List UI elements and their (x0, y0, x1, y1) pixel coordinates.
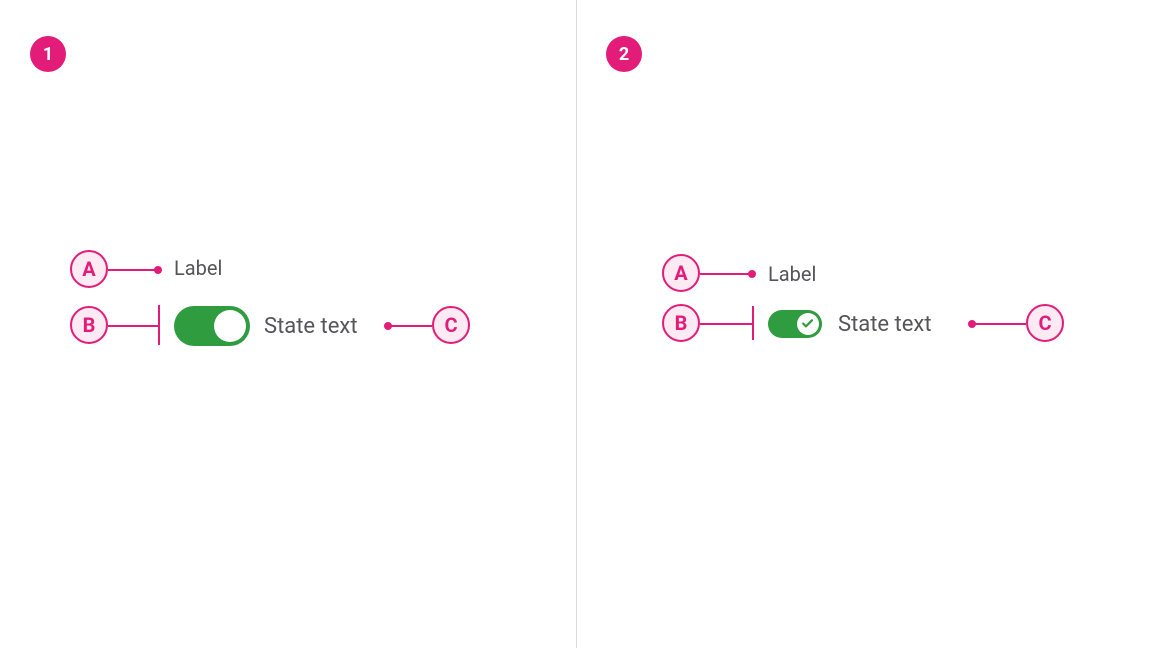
annotation-bracket (752, 306, 754, 340)
annotation-connector (700, 273, 752, 275)
annotation-connector (972, 323, 1026, 325)
check-icon (801, 317, 814, 330)
toggle-switch[interactable] (768, 310, 822, 338)
toggle-state-text: State text (838, 312, 932, 337)
toggle-label: Label (768, 262, 816, 286)
annotation-badge-c: C (1026, 304, 1064, 342)
annotation-badge-c: C (432, 306, 470, 344)
panel-number-badge: 2 (606, 36, 642, 72)
annotation-end-dot (748, 270, 756, 278)
panel-divider (576, 0, 577, 648)
annotation-end-dot (384, 322, 392, 330)
annotation-end-dot (968, 320, 976, 328)
annotation-connector (108, 269, 158, 271)
annotation-badge-a: A (662, 254, 700, 292)
annotation-end-dot (154, 266, 162, 274)
annotation-connector (388, 325, 432, 327)
toggle-thumb (214, 310, 246, 342)
diagram-canvas: 1LabelState textABC2LabelState textABC (0, 0, 1152, 648)
toggle-label: Label (174, 256, 222, 280)
toggle-state-text: State text (264, 314, 358, 339)
toggle-switch[interactable] (174, 306, 250, 346)
annotation-connector (108, 325, 158, 327)
toggle-thumb (797, 313, 819, 335)
annotation-connector (700, 323, 752, 325)
annotation-bracket (158, 305, 160, 345)
panel-number-badge: 1 (30, 36, 66, 72)
annotation-badge-b: B (662, 304, 700, 342)
annotation-badge-a: A (70, 250, 108, 288)
annotation-badge-b: B (70, 306, 108, 344)
